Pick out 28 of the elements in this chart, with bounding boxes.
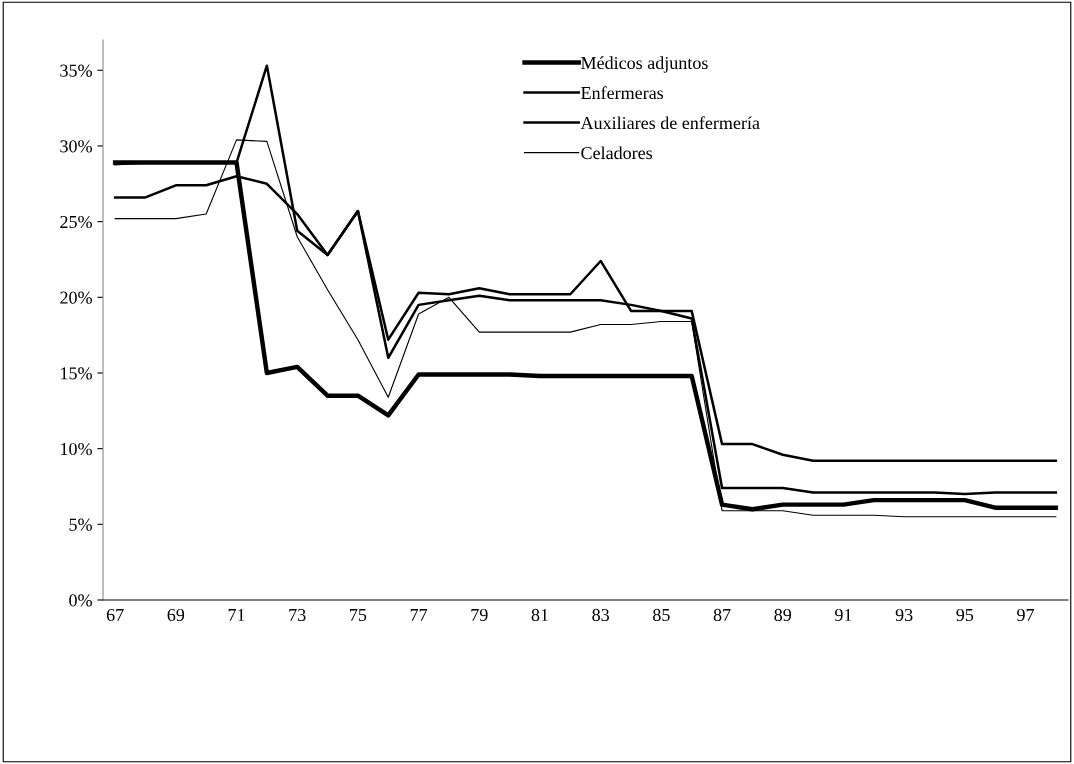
x-tick-label: 67 xyxy=(106,608,124,622)
y-tick-label: 20% xyxy=(60,291,92,304)
x-tick-label: 85 xyxy=(653,608,670,622)
x-tick-label: 93 xyxy=(895,608,913,622)
x-tick-label: 97 xyxy=(1017,608,1035,622)
x-tick-label: 89 xyxy=(774,608,792,622)
legend-label: Enfermeras xyxy=(581,86,664,100)
x-tick-label: 83 xyxy=(592,608,609,622)
y-tick-label: 15% xyxy=(61,367,92,380)
x-tick-label: 71 xyxy=(228,608,245,621)
y-tick-label: 0% xyxy=(69,594,92,607)
x-tick-label: 91 xyxy=(834,608,852,622)
y-tick-label: 5% xyxy=(69,518,92,531)
x-tick-label: 79 xyxy=(471,608,488,622)
x-tick-label: 81 xyxy=(531,608,548,622)
x-tick-label: 95 xyxy=(956,608,974,622)
x-tick-label: 69 xyxy=(167,608,185,622)
x-tick-label: 73 xyxy=(289,608,306,622)
y-tick-label: 30% xyxy=(60,140,92,153)
legend-label: Celadores xyxy=(581,146,653,160)
y-tick-label: 25% xyxy=(60,215,92,229)
y-tick-label: 10% xyxy=(61,442,92,456)
x-tick-label: 87 xyxy=(713,608,731,622)
x-tick-label: 75 xyxy=(350,609,367,622)
y-tick-label: 35% xyxy=(60,64,92,77)
legend-label: Médicos adjuntos xyxy=(581,56,708,73)
legend-label: Auxiliares de enfermería xyxy=(580,116,760,130)
x-tick-label: 77 xyxy=(410,609,428,621)
